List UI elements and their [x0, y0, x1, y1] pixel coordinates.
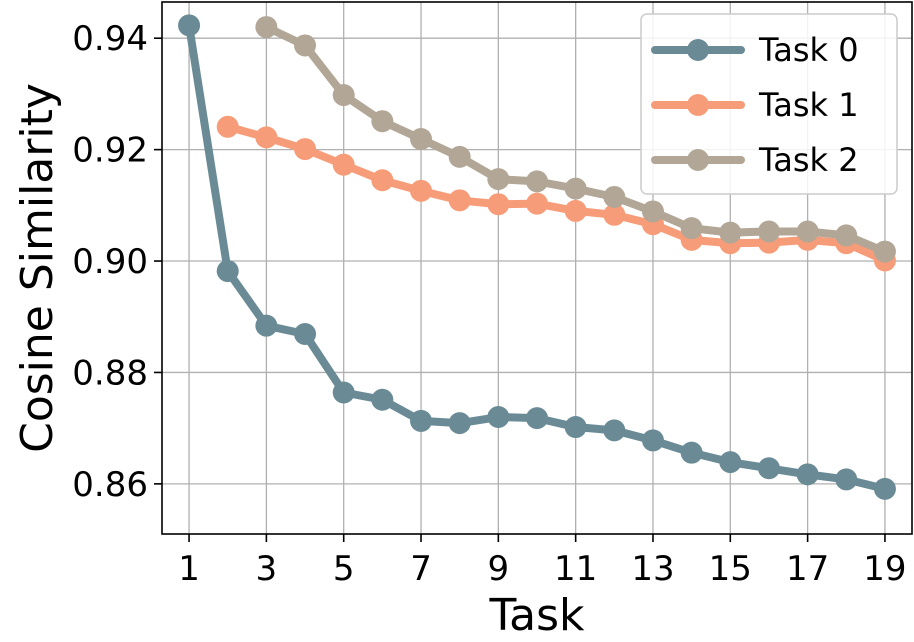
legend-item: Task 0: [651, 31, 859, 69]
data-point: [835, 468, 858, 491]
legend-label: Task 0: [758, 31, 859, 69]
data-point: [294, 323, 317, 346]
data-point: [448, 412, 471, 435]
data-point: [487, 193, 510, 216]
data-point: [564, 416, 587, 439]
x-tick-label: 9: [488, 549, 510, 589]
data-point: [835, 224, 858, 247]
x-tick-label: 7: [410, 549, 432, 589]
y-tick-label: 0.90: [72, 242, 148, 282]
legend-item: Task 1: [651, 86, 859, 124]
data-point: [332, 153, 355, 176]
legend-label: Task 2: [758, 141, 859, 179]
data-point: [255, 126, 278, 149]
y-tick-label: 0.92: [72, 131, 148, 171]
legend-item: Task 2: [651, 141, 859, 179]
data-point: [448, 189, 471, 212]
data-point: [680, 441, 703, 464]
y-tick-label: 0.88: [72, 353, 148, 393]
data-point: [526, 170, 548, 193]
data-point: [216, 260, 239, 283]
legend-swatch-marker: [687, 94, 709, 116]
data-point: [603, 185, 626, 208]
data-point: [332, 84, 355, 107]
data-point: [796, 220, 819, 243]
data-point: [719, 221, 742, 244]
data-point: [487, 168, 510, 191]
series-group: [178, 14, 896, 500]
legend-swatch-marker: [687, 39, 709, 61]
data-point: [332, 381, 355, 404]
data-point: [603, 419, 626, 442]
data-point: [178, 14, 201, 37]
data-point: [371, 388, 394, 411]
x-tick-label: 1: [178, 549, 200, 589]
data-point: [719, 451, 742, 474]
y-axis-label: Cosine Similarity: [12, 83, 63, 453]
legend: Task 0 Task 1 Task 2: [640, 13, 898, 195]
data-point: [564, 199, 587, 222]
data-point: [487, 406, 510, 429]
series-task-2: [255, 16, 896, 263]
data-point: [757, 457, 780, 480]
x-tick-label: 11: [554, 549, 597, 589]
data-point: [410, 409, 433, 432]
plot-area-frame: [161, 1, 913, 535]
data-point: [371, 110, 394, 133]
data-point: [757, 220, 780, 243]
data-point: [410, 128, 433, 151]
x-tick-label: 3: [256, 549, 278, 589]
x-axis-label: Task: [489, 590, 585, 641]
data-point: [410, 179, 433, 202]
data-point: [255, 314, 278, 337]
x-tick-label: 13: [631, 549, 674, 589]
data-point: [526, 407, 548, 430]
data-point: [371, 169, 394, 192]
x-tick-label: 15: [709, 549, 752, 589]
data-point: [526, 192, 548, 215]
data-point: [255, 16, 278, 39]
x-tick-label: 5: [333, 549, 355, 589]
data-point: [796, 463, 819, 486]
legend-swatch-marker: [687, 149, 709, 171]
y-axis-ticks: 0.86 0.88 0.90 0.92 0.94: [72, 19, 162, 505]
data-point: [641, 200, 664, 223]
x-axis-ticks: 1 3 5 7 9 11 13 15 17 19: [178, 534, 907, 589]
y-tick-label: 0.86: [72, 465, 148, 505]
data-point: [873, 240, 896, 263]
data-point: [603, 203, 626, 226]
data-point: [216, 115, 239, 138]
data-point: [564, 177, 587, 200]
legend-frame: [640, 13, 898, 195]
x-tick-label: 17: [786, 549, 829, 589]
legend-label: Task 1: [758, 86, 859, 124]
data-point: [294, 138, 317, 161]
data-point: [448, 145, 471, 168]
y-tick-label: 0.94: [72, 19, 148, 59]
data-point: [641, 429, 664, 452]
series-task-0: [178, 14, 896, 500]
x-tick-label: 19: [863, 549, 906, 589]
data-point: [873, 477, 896, 500]
data-point: [294, 34, 317, 57]
data-point: [680, 217, 703, 240]
